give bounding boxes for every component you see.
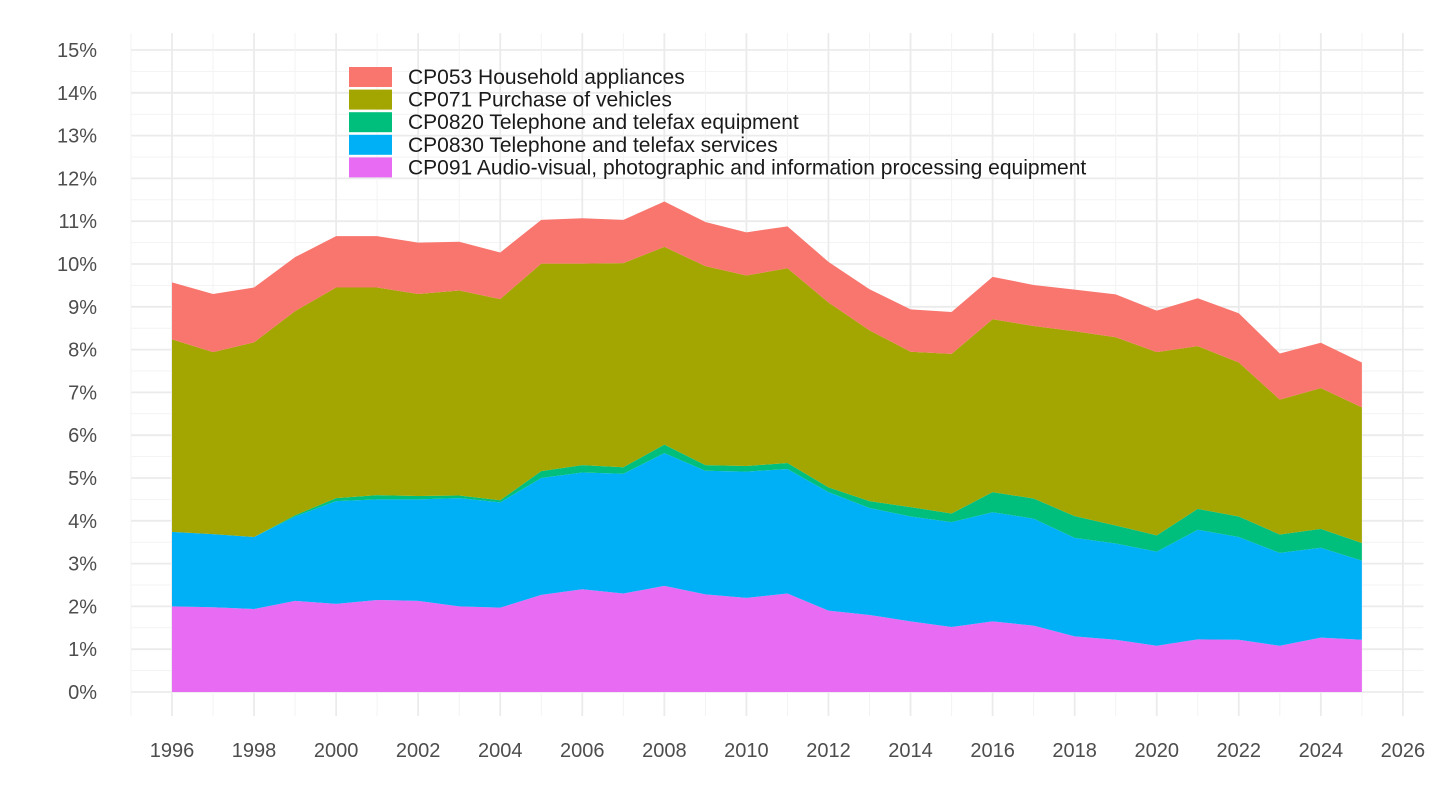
legend-label: CP091 Audio-visual, photographic and inf… (408, 156, 1086, 179)
x-tick-label: 2020 (1134, 740, 1179, 762)
y-tick-label: 7% (68, 382, 97, 404)
y-tick-label: 13% (57, 126, 97, 148)
y-tick-label: 12% (57, 168, 97, 190)
legend-swatch (349, 134, 392, 155)
y-tick-label: 9% (68, 297, 97, 319)
area-cp091 (172, 585, 1362, 692)
y-tick-label: 6% (68, 425, 97, 447)
y-tick-label: 8% (68, 340, 97, 362)
legend-label: CP053 Household appliances (408, 66, 685, 89)
area-cp0820 (172, 444, 1362, 561)
x-tick-label: 1998 (232, 740, 277, 762)
x-tick-label: 2022 (1217, 740, 1262, 762)
x-tick-label: 2000 (314, 740, 359, 762)
y-tick-label: 0% (68, 682, 97, 704)
x-tick-label: 2026 (1381, 740, 1426, 762)
x-tick-label: 2012 (806, 740, 851, 762)
y-tick-label: 2% (68, 596, 97, 618)
x-tick-label: 2002 (396, 740, 441, 762)
legend-swatch (349, 89, 392, 110)
y-tick-label: 10% (57, 254, 97, 276)
x-tick-label: 2024 (1299, 740, 1344, 762)
x-tick-label: 2004 (478, 740, 523, 762)
legend-swatch (349, 67, 392, 87)
y-tick-label: 3% (68, 554, 97, 576)
y-tick-label: 14% (57, 83, 97, 105)
legend-label: CP0820 Telephone and telefax equipment (408, 111, 799, 134)
x-tick-label: 2008 (642, 740, 687, 762)
x-tick-label: 2016 (970, 740, 1015, 762)
x-tick-label: 2014 (888, 740, 933, 762)
y-tick-label: 15% (57, 40, 97, 62)
area-series (172, 201, 1362, 692)
x-tick-label: 2010 (724, 740, 769, 762)
y-tick-label: 5% (68, 468, 97, 490)
x-axis-tick-labels: 1996 1998 2000 2002 2004 2006 2008 2010 2012 2014… (150, 740, 1425, 762)
legend-swatch (349, 157, 392, 178)
legend-swatch (349, 112, 392, 133)
area-cp0830 (172, 453, 1362, 646)
area-cp071 (172, 246, 1362, 544)
x-tick-label: 2006 (560, 740, 605, 762)
y-tick-label: 11% (58, 211, 97, 233)
x-tick-label: 2018 (1052, 740, 1097, 762)
y-tick-label: 1% (68, 639, 97, 661)
legend-label: CP071 Purchase of vehicles (408, 89, 672, 112)
y-tick-label: 4% (68, 511, 97, 533)
legend-label: CP0830 Telephone and telefax services (408, 134, 778, 157)
y-axis-tick-labels: 0% 1% 2% 3% 4% 5% 6% 7% 8% 9% 10% 11% 12% 13% 14% 15% (57, 40, 97, 704)
area-cp053 (172, 201, 1362, 408)
x-tick-label: 1996 (150, 740, 195, 762)
